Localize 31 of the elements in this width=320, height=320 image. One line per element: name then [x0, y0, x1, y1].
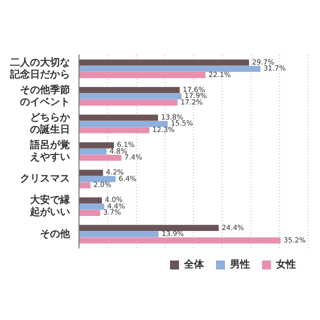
y-tick-label: 語呂が覚えやすい — [29, 139, 70, 164]
y-tick-label: 二人の大切な記念日だから — [9, 56, 70, 80]
bar — [80, 170, 104, 176]
bar — [80, 204, 104, 210]
legend-label: 女性 — [275, 258, 296, 271]
bar — [80, 59, 250, 66]
bar — [80, 127, 150, 134]
bar — [80, 100, 178, 106]
y-tick-label: クリスマス — [20, 174, 70, 185]
bar — [80, 182, 90, 188]
legend-label: 全体 — [183, 258, 205, 271]
bar — [80, 120, 168, 127]
bar — [80, 93, 182, 100]
y-tick-label: 大安で縁起がいい — [29, 194, 71, 218]
bar — [80, 231, 159, 238]
bar — [80, 154, 122, 161]
bar — [80, 66, 260, 72]
bar — [80, 197, 102, 204]
bar — [80, 210, 100, 216]
bar — [80, 72, 206, 78]
bar — [80, 224, 219, 232]
bar — [80, 114, 158, 121]
bar — [80, 87, 180, 94]
bar — [80, 176, 116, 182]
y-tick-label: どちらかの誕生日 — [30, 112, 71, 136]
bar — [80, 142, 114, 148]
y-tick-label: その他季節のイベント — [20, 84, 70, 108]
legend-label: 男性 — [229, 258, 250, 271]
bar — [80, 237, 281, 244]
y-tick-label: その他 — [40, 228, 71, 240]
bar — [80, 148, 106, 155]
